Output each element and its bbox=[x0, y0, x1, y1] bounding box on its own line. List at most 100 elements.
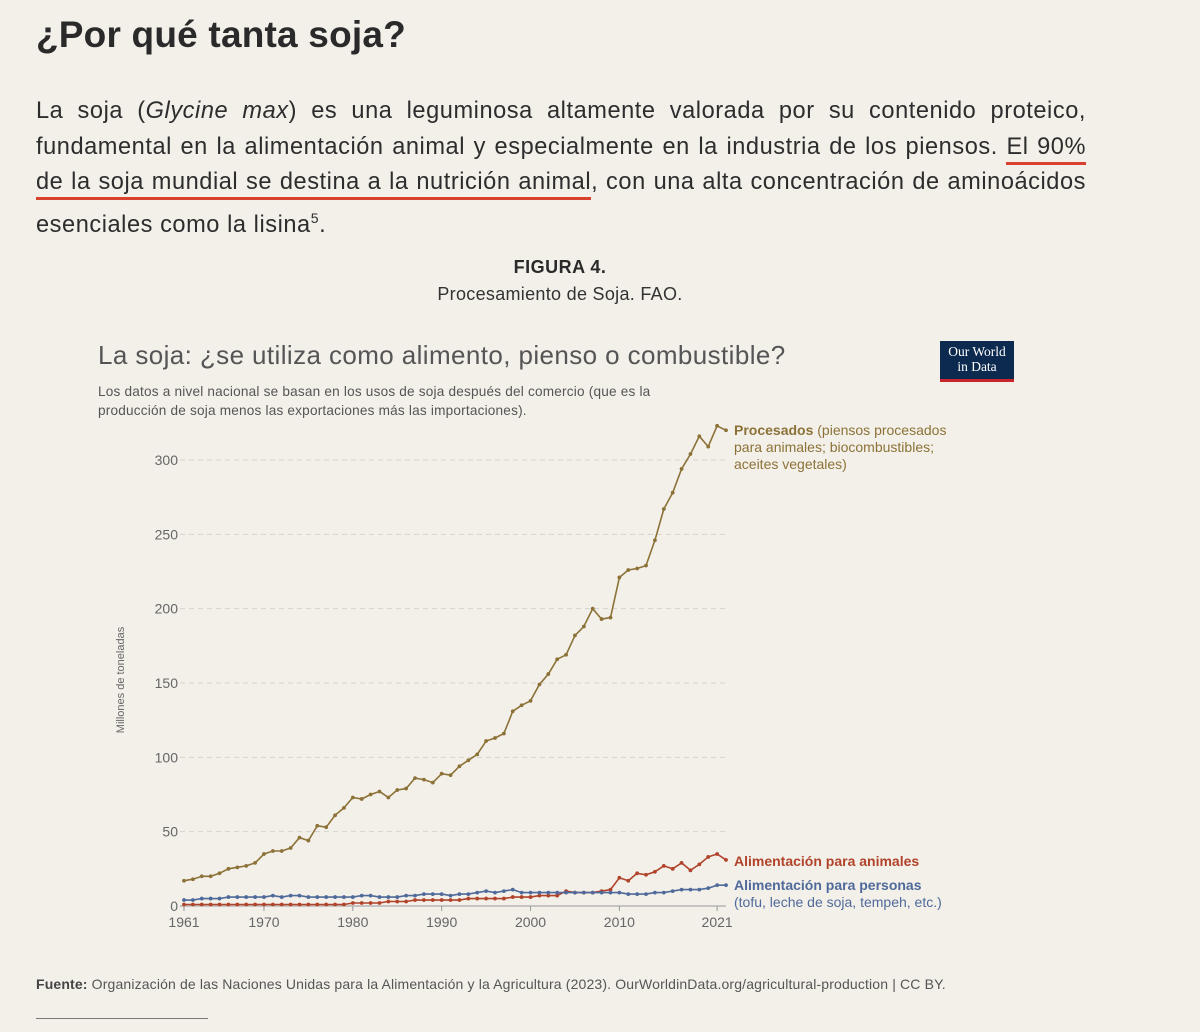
data-point bbox=[493, 736, 497, 740]
label-procesados-line3: aceites vegetales) bbox=[734, 456, 847, 472]
data-point bbox=[333, 813, 337, 818]
data-point bbox=[564, 652, 568, 657]
data-point bbox=[510, 709, 515, 714]
data-point bbox=[324, 895, 329, 899]
data-point bbox=[404, 893, 409, 898]
y-tick-label: 200 bbox=[155, 601, 179, 617]
data-point bbox=[635, 566, 640, 571]
data-point bbox=[324, 825, 329, 830]
data-point bbox=[199, 902, 204, 907]
data-point bbox=[217, 902, 222, 907]
data-point bbox=[466, 896, 471, 901]
data-point bbox=[395, 899, 400, 904]
source-text: Organización de las Naciones Unidas para… bbox=[91, 976, 946, 992]
data-point bbox=[226, 866, 231, 871]
data-point bbox=[422, 777, 426, 782]
data-point bbox=[528, 895, 533, 899]
data-point bbox=[724, 428, 728, 433]
data-point bbox=[395, 895, 400, 899]
footnote-divider bbox=[36, 1018, 208, 1019]
y-tick-label: 100 bbox=[155, 749, 179, 765]
data-point bbox=[262, 902, 266, 907]
data-point bbox=[430, 780, 435, 785]
data-point bbox=[617, 890, 622, 895]
data-point bbox=[208, 874, 213, 879]
figure-label: FIGURA 4. bbox=[513, 257, 607, 277]
data-point bbox=[537, 682, 542, 687]
data-point bbox=[279, 849, 284, 853]
y-tick-label: 300 bbox=[155, 452, 179, 468]
x-tick-label: 1990 bbox=[426, 914, 457, 930]
x-tick-label: 1961 bbox=[168, 914, 199, 930]
data-point bbox=[404, 899, 409, 904]
data-point bbox=[573, 633, 577, 638]
data-point bbox=[670, 490, 675, 495]
data-point bbox=[404, 786, 409, 791]
y-axis-ticks: 0 50 100 150 200 250 300 bbox=[155, 452, 179, 914]
data-point bbox=[190, 877, 195, 882]
data-point bbox=[537, 890, 542, 895]
data-point bbox=[617, 875, 622, 880]
data-point bbox=[342, 902, 346, 907]
data-point bbox=[510, 887, 515, 892]
data-point bbox=[484, 896, 488, 901]
data-point bbox=[208, 896, 213, 901]
data-point bbox=[679, 467, 684, 471]
data-point bbox=[670, 889, 675, 894]
data-point bbox=[279, 895, 284, 899]
data-point bbox=[653, 869, 657, 874]
data-point bbox=[359, 797, 364, 801]
data-point bbox=[635, 892, 640, 897]
data-point bbox=[697, 434, 702, 439]
data-point bbox=[235, 865, 240, 870]
data-point bbox=[315, 902, 320, 907]
data-point bbox=[715, 852, 720, 856]
data-point bbox=[546, 893, 551, 898]
data-point bbox=[413, 893, 417, 898]
data-point bbox=[244, 902, 249, 907]
paragraph-part-2: ) es una leguminosa altamente valorada p… bbox=[36, 98, 1086, 160]
data-point bbox=[697, 887, 702, 892]
highlighted-sentence: El 90% de la soja mundial se destina a l… bbox=[36, 133, 1086, 200]
data-point bbox=[235, 902, 240, 907]
data-point bbox=[644, 872, 648, 877]
data-point bbox=[457, 898, 462, 902]
data-point bbox=[475, 896, 480, 901]
data-point bbox=[342, 895, 346, 899]
data-point bbox=[608, 887, 613, 892]
data-point bbox=[439, 771, 444, 776]
data-point bbox=[581, 624, 586, 629]
data-point bbox=[590, 890, 595, 895]
data-point bbox=[608, 615, 613, 620]
data-point bbox=[377, 895, 382, 899]
paragraph-part-1: La soja ( bbox=[36, 98, 146, 124]
data-point bbox=[599, 890, 604, 895]
data-point bbox=[324, 902, 329, 907]
data-point bbox=[670, 866, 675, 871]
data-point bbox=[288, 902, 293, 907]
data-point bbox=[457, 764, 462, 769]
data-point bbox=[359, 893, 364, 898]
data-point bbox=[430, 898, 435, 902]
data-point bbox=[555, 893, 560, 898]
data-point bbox=[466, 892, 471, 897]
data-point bbox=[715, 423, 720, 428]
data-point bbox=[448, 898, 453, 902]
data-point bbox=[724, 883, 728, 888]
data-series bbox=[182, 423, 728, 907]
data-point bbox=[537, 893, 542, 898]
footnote-reference[interactable]: 5 bbox=[310, 209, 320, 226]
data-point bbox=[724, 858, 728, 862]
data-point bbox=[386, 795, 391, 800]
data-point bbox=[697, 862, 702, 867]
our-world-in-data-logo[interactable]: Our World in Data bbox=[940, 341, 1014, 382]
data-point bbox=[475, 890, 480, 895]
data-point bbox=[688, 868, 693, 873]
data-point bbox=[306, 895, 311, 899]
data-point bbox=[528, 890, 533, 895]
data-point bbox=[457, 892, 462, 897]
data-point bbox=[199, 896, 204, 901]
data-point bbox=[635, 871, 640, 876]
data-point bbox=[244, 895, 249, 899]
logo-line-1: Our World bbox=[948, 344, 1006, 359]
